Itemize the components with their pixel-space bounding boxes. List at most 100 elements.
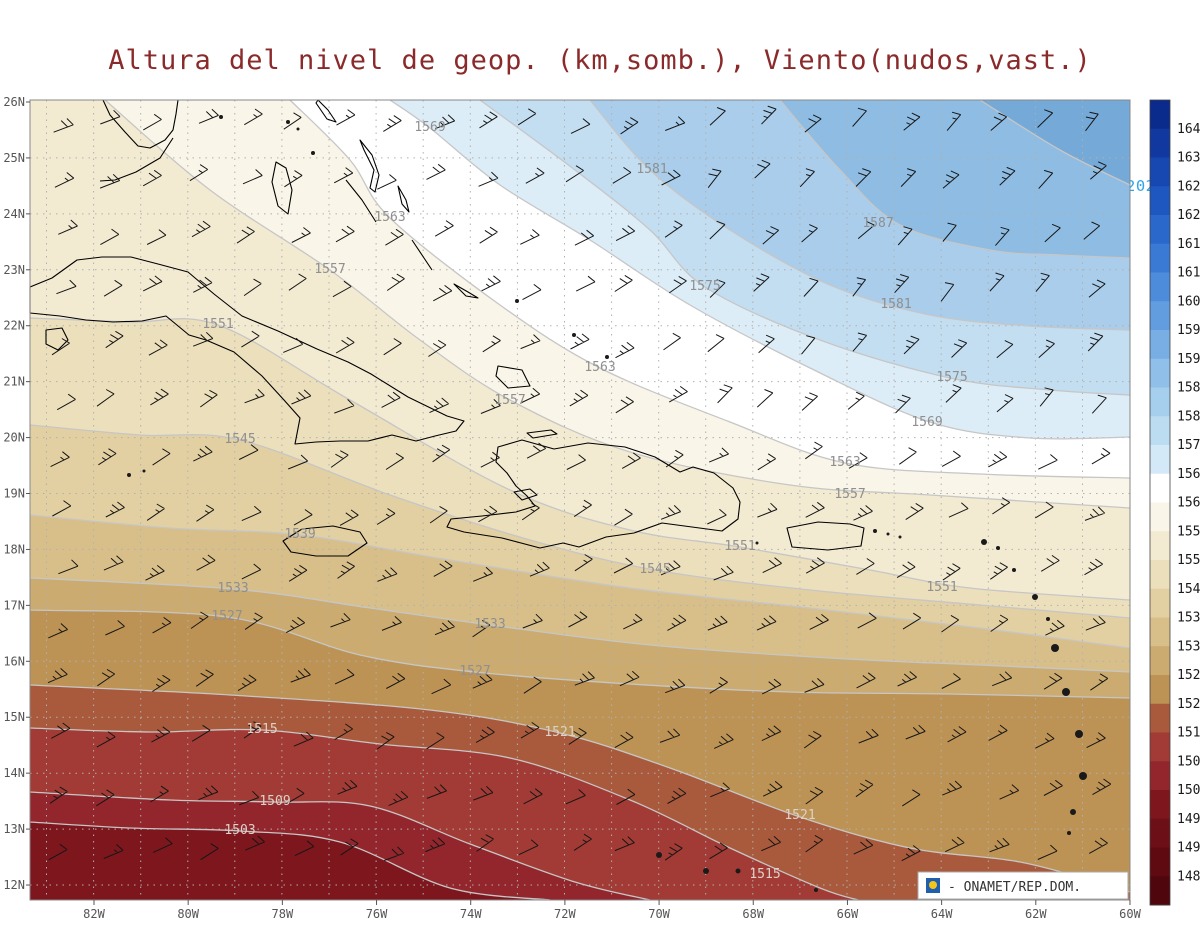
contour-label-1581: 1581 [880, 297, 911, 312]
contour-label-1563: 1563 [584, 360, 615, 375]
coastline-great-inagua [495, 365, 531, 389]
map-area: 1503 1509 1515 1515 1521 1521 1527 1527 1533 1533… [29, 99, 1131, 901]
lat-tick-label: 14N [3, 766, 25, 780]
lat-tick-label: 22N [3, 319, 25, 333]
contour-1521 [29, 684, 1131, 893]
small-island [873, 529, 877, 533]
colorbar-segment [1150, 732, 1170, 762]
coastline-exuma [345, 179, 377, 223]
coastline-andros [271, 161, 293, 215]
contour-label-1533: 1533 [217, 581, 248, 596]
contour-1503 [29, 821, 551, 901]
colorbar-frame [1149, 99, 1171, 906]
colorbar-segment [1150, 186, 1170, 216]
contour-label-1575: 1575 [936, 370, 967, 385]
watermark-box [917, 871, 1129, 900]
colorbar-segment [1150, 790, 1170, 820]
watermark-text: - ONAMET/REP.DOM. [948, 880, 1081, 895]
contour-1557 [104, 99, 1131, 509]
coastline-puerto-rico [786, 521, 865, 551]
coastline-cuba [29, 256, 465, 445]
small-island [735, 868, 741, 874]
contour-label-1569: 1569 [911, 415, 942, 430]
lat-tick-label: 12N [3, 878, 25, 892]
colorbar-tick-label: 1545 [1177, 582, 1200, 597]
coastlines [29, 99, 1087, 892]
small-island [1075, 730, 1083, 738]
contour-label-1557: 1557 [314, 262, 345, 277]
coastline-eleuthera [359, 139, 380, 193]
colorbar-tick-label: 1515 [1177, 726, 1200, 741]
small-island [814, 888, 818, 892]
contour-label-1551: 1551 [926, 580, 957, 595]
chart-title: Altura del nivel de geop. (km,somb.), Vi… [108, 45, 1092, 76]
contour-1581 [589, 99, 1131, 331]
lon-tick-label: 70W [648, 907, 670, 921]
colorbar-tick-label: 1497 [1177, 812, 1200, 827]
colorbar-segment [1150, 416, 1170, 446]
lon-tick-label: 76W [366, 907, 388, 921]
colorbar-tick-label: 1569 [1177, 467, 1200, 482]
lon-tick-label: 74W [460, 907, 482, 921]
small-island [1070, 809, 1076, 815]
colorbar-tick-label: 1617 [1177, 237, 1200, 252]
contour-label-1557: 1557 [494, 393, 525, 408]
contour-label-1563: 1563 [374, 210, 405, 225]
colorbar-tick-label: 1629 [1177, 179, 1200, 194]
colorbar-segment [1150, 617, 1170, 647]
contour-label-1503: 1503 [224, 823, 255, 838]
lon-tick-label: 82W [83, 907, 105, 921]
colorbar-tick-label: 1551 [1177, 553, 1200, 568]
contour-label-1557: 1557 [834, 487, 865, 502]
contour-label-1527: 1527 [459, 664, 490, 679]
contour-label-1521: 1521 [544, 725, 575, 740]
colorbar-segment [1150, 531, 1170, 561]
coastline-tortue [526, 429, 558, 439]
contour-1593 [979, 99, 1131, 186]
coastline-crooked-acklins [453, 283, 479, 299]
small-island [605, 355, 609, 359]
contour-1569 [389, 99, 1131, 440]
coastline-jamaica [282, 525, 368, 557]
small-island [703, 868, 709, 874]
coastline-florida [102, 99, 179, 149]
contour-1509 [29, 791, 651, 901]
contour-labels: 1503 1509 1515 1515 1521 1521 1527 1527 1533 1533… [202, 120, 967, 882]
contour-1551 [29, 317, 1131, 601]
contour-label-1569: 1569 [414, 120, 445, 135]
lon-tick-label: 66W [837, 907, 859, 921]
contour-label-1575: 1575 [689, 279, 720, 294]
lon-tick-label: 64W [931, 907, 953, 921]
weather-map-canvas: 1503 1509 1515 1515 1521 1521 1527 1527 1533 1533… [3, 95, 1200, 921]
colorbar-segment [1150, 473, 1170, 503]
coastline-florida-keys [99, 137, 174, 182]
lat-tick-label: 23N [3, 263, 25, 277]
small-island [656, 852, 662, 858]
contour-1533 [29, 577, 1131, 673]
coastline-gonave [513, 488, 538, 501]
colorbar-tick-label: 1527 [1177, 668, 1200, 683]
watermark: - ONAMET/REP.DOM. [917, 871, 1129, 900]
small-island [898, 535, 902, 539]
contour-label-1545: 1545 [224, 432, 255, 447]
colorbar-segment [1150, 301, 1170, 331]
contour-label-1521: 1521 [784, 808, 815, 823]
contour-label-1545: 1545 [639, 562, 670, 577]
coastline-hispaniola [446, 439, 741, 549]
contour-1545 [29, 424, 1131, 619]
lon-tick-label: 62W [1025, 907, 1047, 921]
contour-label-1515: 1515 [749, 867, 780, 882]
contour-1527 [29, 609, 1131, 699]
small-island [1062, 688, 1070, 696]
contour-label-1587: 1587 [862, 216, 893, 231]
lat-tick-label: 16N [3, 654, 25, 668]
colorbar-segment [1150, 761, 1170, 791]
colorbar-tick-label: 1485 [1177, 869, 1200, 884]
small-island [219, 115, 223, 119]
coastline-long-island [411, 239, 433, 271]
lat-tick-label: 21N [3, 375, 25, 389]
contour-label-1515: 1515 [246, 722, 277, 737]
colorbar-segment [1150, 703, 1170, 733]
colorbar-segment [1150, 502, 1170, 532]
